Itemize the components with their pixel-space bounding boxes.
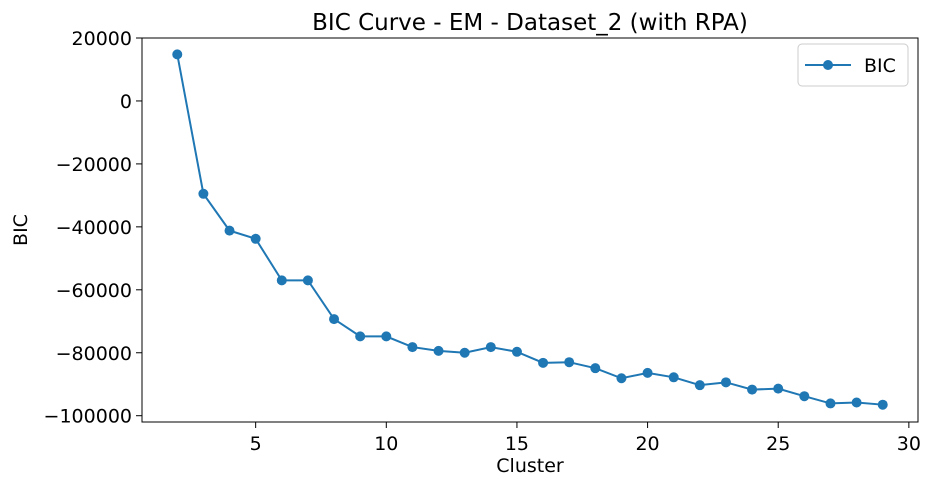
x-tick-label: 30 (897, 433, 921, 455)
x-tick-label: 20 (635, 433, 659, 455)
data-point (590, 363, 601, 374)
y-axis: 20000 0 −20000 −40000 −60000 −80000 −100000 (44, 28, 142, 428)
y-tick-label: −100000 (44, 406, 132, 428)
x-axis: 5 10 15 20 25 30 (250, 422, 921, 455)
data-point (224, 225, 235, 236)
plot-frame (141, 37, 919, 423)
x-tick-label: 5 (250, 433, 262, 455)
data-point (799, 391, 810, 402)
plot-area (141, 37, 919, 423)
y-axis-label: BIC (10, 214, 32, 246)
data-point (877, 399, 888, 410)
data-point (172, 49, 183, 60)
legend-box (797, 43, 909, 87)
y-tick-label: −80000 (56, 343, 132, 365)
data-point (276, 275, 287, 286)
data-point (511, 346, 522, 357)
legend-label: BIC (864, 55, 896, 77)
series-layer (172, 49, 888, 410)
data-point (329, 314, 340, 325)
data-point (381, 331, 392, 342)
x-tick-label: 25 (766, 433, 790, 455)
data-point (773, 383, 784, 394)
data-point (564, 357, 575, 368)
data-point (198, 188, 209, 199)
y-tick-label: 0 (120, 91, 132, 113)
data-point (302, 275, 313, 286)
data-point (668, 372, 679, 383)
data-point (851, 397, 862, 408)
data-point (538, 357, 549, 368)
data-point (250, 233, 261, 244)
data-point (433, 345, 444, 356)
data-point (355, 331, 366, 342)
x-tick-label: 15 (505, 433, 529, 455)
x-tick-label: 10 (374, 433, 398, 455)
legend-marker (823, 60, 833, 70)
data-point (747, 384, 758, 395)
data-point (616, 373, 627, 384)
data-point (407, 342, 418, 353)
legend: BIC (797, 43, 909, 87)
y-tick-label: −20000 (56, 154, 132, 176)
data-point (720, 377, 731, 388)
y-tick-label: −40000 (56, 217, 132, 239)
data-point (694, 380, 705, 391)
data-point (825, 398, 836, 409)
data-point (459, 347, 470, 358)
y-tick-label: 20000 (72, 28, 132, 50)
chart-title: BIC Curve - EM - Dataset_2 (with RPA) (312, 10, 748, 36)
data-point (485, 342, 496, 353)
data-point (642, 367, 653, 378)
series-line-0 (176, 54, 883, 406)
x-axis-label: Cluster (496, 455, 564, 477)
y-tick-label: −60000 (56, 280, 132, 302)
